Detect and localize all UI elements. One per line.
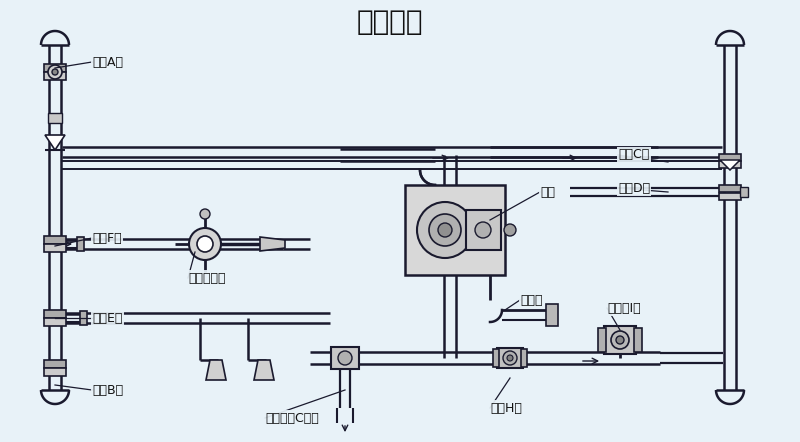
Circle shape bbox=[48, 65, 62, 79]
Bar bbox=[44, 360, 66, 368]
Bar bbox=[44, 64, 66, 72]
Bar bbox=[598, 328, 606, 352]
Bar bbox=[44, 368, 66, 376]
Circle shape bbox=[475, 222, 491, 238]
Bar bbox=[44, 244, 66, 252]
Text: 球阀B关: 球阀B关 bbox=[92, 384, 123, 396]
Text: 球阀E关: 球阀E关 bbox=[92, 312, 122, 324]
Bar bbox=[521, 349, 527, 367]
Bar bbox=[634, 328, 642, 352]
Bar bbox=[719, 184, 741, 191]
Circle shape bbox=[52, 69, 58, 75]
Text: 三通球阀C加水: 三通球阀C加水 bbox=[265, 412, 318, 424]
Bar bbox=[44, 72, 66, 80]
Circle shape bbox=[189, 228, 221, 260]
Circle shape bbox=[417, 202, 473, 258]
Text: 水泵: 水泵 bbox=[540, 186, 555, 198]
Bar bbox=[405, 185, 505, 275]
Bar bbox=[44, 236, 66, 244]
Circle shape bbox=[197, 236, 213, 252]
Circle shape bbox=[438, 223, 452, 237]
Circle shape bbox=[338, 351, 352, 365]
Text: 消防栓I关: 消防栓I关 bbox=[607, 301, 641, 315]
Polygon shape bbox=[206, 360, 226, 380]
Text: 球阀H开: 球阀H开 bbox=[490, 401, 522, 415]
Polygon shape bbox=[720, 160, 740, 170]
Bar bbox=[740, 187, 748, 197]
Circle shape bbox=[200, 209, 210, 219]
Bar bbox=[604, 326, 636, 354]
Bar bbox=[719, 160, 741, 168]
Bar bbox=[497, 348, 523, 368]
Text: 水泵加水: 水泵加水 bbox=[357, 8, 423, 36]
Bar bbox=[719, 153, 741, 160]
Circle shape bbox=[616, 336, 624, 344]
Polygon shape bbox=[254, 360, 274, 380]
Bar bbox=[79, 311, 86, 325]
Bar bbox=[44, 310, 66, 318]
Text: 罐体口: 罐体口 bbox=[520, 293, 542, 306]
Polygon shape bbox=[45, 135, 65, 150]
Text: 洒水炮出口: 洒水炮出口 bbox=[188, 271, 226, 285]
Bar bbox=[48, 113, 62, 123]
Text: 球阀D关: 球阀D关 bbox=[618, 182, 650, 194]
Text: 球阀A关: 球阀A关 bbox=[92, 56, 123, 69]
Bar bbox=[493, 349, 499, 367]
Circle shape bbox=[503, 351, 517, 365]
Circle shape bbox=[611, 331, 629, 349]
Bar bbox=[546, 304, 558, 326]
Bar bbox=[44, 318, 66, 326]
Text: 球阀C关: 球阀C关 bbox=[618, 149, 650, 161]
Circle shape bbox=[507, 355, 513, 361]
Bar bbox=[331, 347, 359, 369]
Bar bbox=[466, 210, 501, 250]
Polygon shape bbox=[260, 237, 285, 251]
Circle shape bbox=[429, 214, 461, 246]
Bar bbox=[77, 237, 83, 251]
Bar bbox=[719, 193, 741, 199]
Circle shape bbox=[504, 224, 516, 236]
Text: 球阀F关: 球阀F关 bbox=[92, 232, 122, 244]
